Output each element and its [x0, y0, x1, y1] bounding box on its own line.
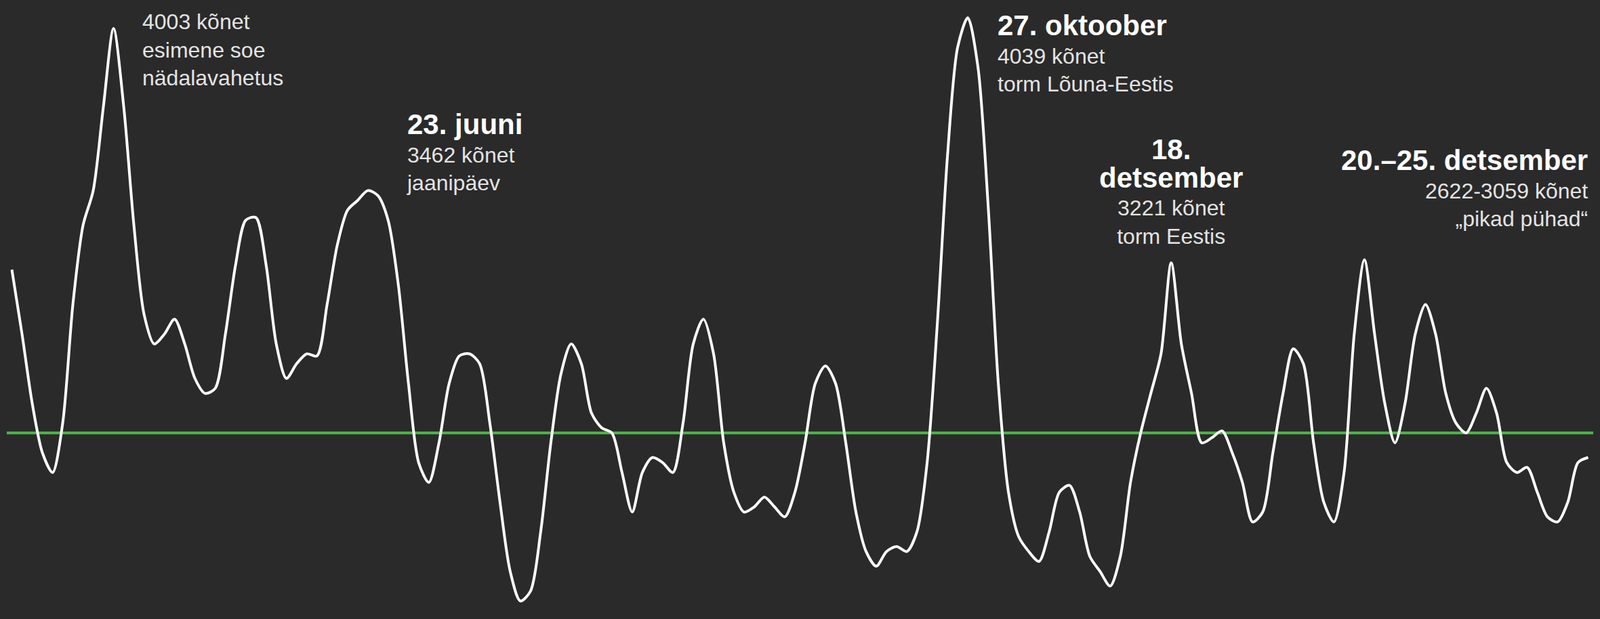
svg-text:20.–25. detsember2622-3059 kõn: 20.–25. detsember2622-3059 kõnet„pikad p… — [1341, 144, 1588, 232]
svg-text:27. oktoober4039 kõnettorm Lõu: 27. oktoober4039 kõnettorm Lõuna-Eestis — [997, 9, 1174, 97]
svg-text:23. juuni3462 kõnetjaanipäev: 23. juuni3462 kõnetjaanipäev — [406, 108, 523, 196]
svg-text:4003 kõnetesimene soenädalavah: 4003 kõnetesimene soenädalavahetus — [142, 9, 284, 91]
svg-text:18.detsember3221 kõnettorm Ees: 18.detsember3221 kõnettorm Eestis — [1099, 133, 1243, 249]
